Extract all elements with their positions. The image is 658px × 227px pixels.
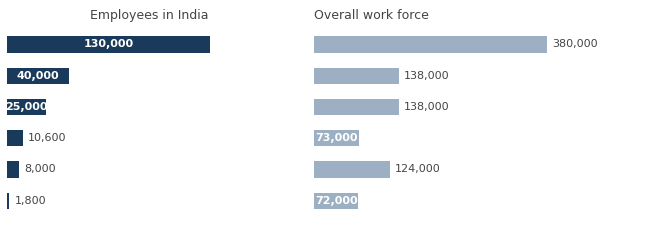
Bar (314, 68, 399, 84)
Text: 130,000: 130,000 (83, 39, 134, 49)
Bar (314, 130, 359, 146)
Text: 72,000: 72,000 (315, 196, 357, 206)
Text: 124,000: 124,000 (395, 165, 441, 175)
Bar (314, 192, 359, 209)
Text: 138,000: 138,000 (403, 71, 449, 81)
Bar (314, 99, 399, 115)
Text: 380,000: 380,000 (552, 39, 597, 49)
Bar (7, 192, 9, 209)
Bar (7, 99, 45, 115)
Bar (7, 36, 210, 53)
Text: 1,800: 1,800 (14, 196, 46, 206)
Text: 138,000: 138,000 (403, 102, 449, 112)
Bar (7, 130, 23, 146)
Text: 25,000: 25,000 (5, 102, 47, 112)
Text: Overall work force: Overall work force (314, 9, 429, 22)
Title: Employees in India: Employees in India (89, 9, 208, 22)
Text: 10,600: 10,600 (28, 133, 66, 143)
Bar (314, 161, 390, 178)
Bar (7, 68, 69, 84)
Text: 8,000: 8,000 (24, 165, 56, 175)
Text: 73,000: 73,000 (315, 133, 358, 143)
Bar (314, 36, 547, 53)
Text: 40,000: 40,000 (16, 71, 59, 81)
Bar (7, 161, 19, 178)
